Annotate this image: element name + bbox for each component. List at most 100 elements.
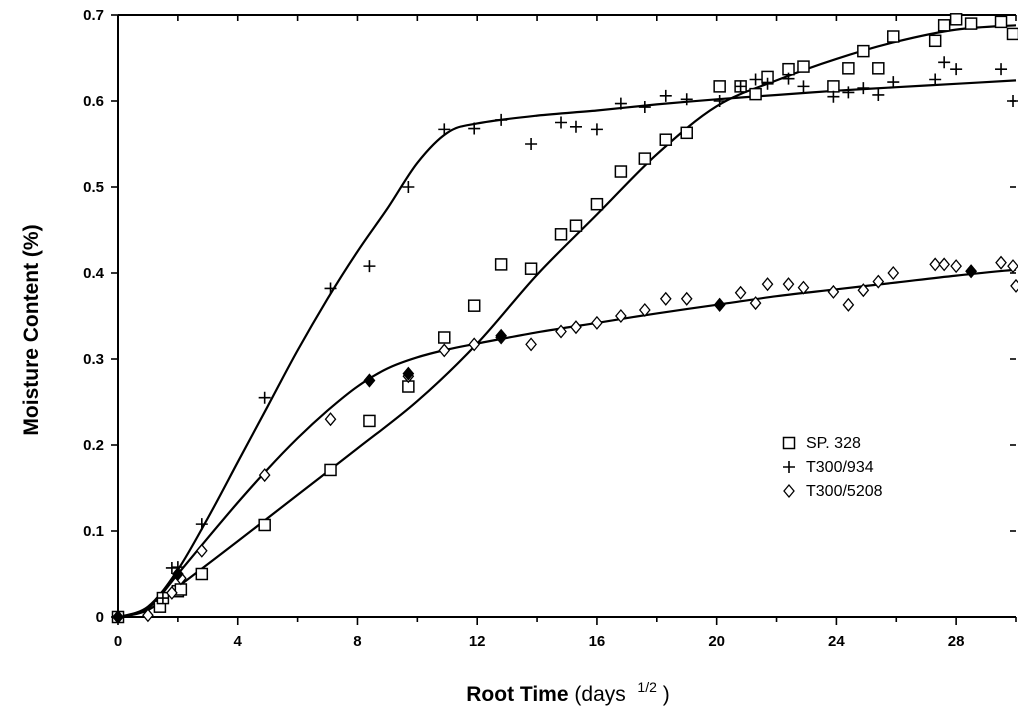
data-point-t300-934 [929, 73, 942, 86]
data-point-t300-934 [995, 63, 1008, 76]
data-point-sp-328 [195, 567, 209, 581]
data-point-sp-328 [797, 60, 810, 73]
data-point-t300-934 [938, 56, 951, 69]
data-point-t300-934 [797, 80, 810, 93]
data-point-t300-5208 [570, 320, 582, 335]
data-point-t300-934 [258, 391, 271, 404]
data-markers [111, 13, 1018, 625]
data-point-sp-328 [258, 518, 271, 532]
data-point-sp-328 [569, 219, 583, 232]
data-point-t300-5208-filled [713, 297, 726, 312]
data-point-t300-934 [156, 592, 169, 605]
x-tick-label: 4 [234, 633, 243, 650]
data-point-t300-934 [749, 73, 762, 86]
data-point-t300-5208-filled [363, 373, 376, 388]
data-point-t300-934 [659, 89, 672, 102]
data-point-sp-328 [363, 414, 376, 428]
fit-curves [117, 24, 1017, 619]
y-axis-title: Moisture Content (%) [20, 224, 43, 435]
plot-frame [117, 14, 1016, 618]
data-point-t300-5208 [438, 343, 451, 358]
data-point-t300-5208 [950, 259, 962, 274]
data-point-t300-5208 [938, 257, 951, 272]
legend-label-t300-5208: T300/5208 [806, 483, 883, 500]
data-point-t300-934 [614, 97, 627, 110]
data-point-t300-5208 [615, 308, 627, 324]
y-tick-label: 0.7 [83, 7, 104, 24]
data-point-t300-934 [761, 77, 774, 90]
data-point-t300-5208 [468, 337, 481, 352]
data-point-sp-328 [1006, 27, 1018, 41]
data-point-t300-5208 [555, 324, 567, 339]
data-point-t300-5208 [782, 277, 795, 292]
data-point-t300-5208 [1010, 278, 1018, 293]
data-point-t300-5208 [734, 285, 747, 300]
data-point-t300-5208-filled [965, 264, 977, 279]
fit-line-sp-328 [117, 24, 1017, 619]
data-point-sp-328 [949, 13, 963, 26]
data-point-sp-328 [928, 34, 942, 48]
data-point-sp-328 [494, 258, 508, 271]
data-point-t300-934 [525, 138, 538, 150]
x-axis-title-main: Root Time [466, 683, 568, 706]
data-point-sp-328 [842, 62, 855, 75]
data-point-t300-934 [195, 518, 208, 531]
x-tick-label: 16 [589, 633, 606, 650]
data-point-t300-934 [555, 116, 568, 129]
fit-line-t300-5208 [117, 268, 1017, 619]
data-point-t300-934 [165, 561, 178, 574]
data-point-t300-5208-filled [495, 328, 507, 343]
data-point-sp-328 [324, 463, 337, 477]
y-tick-label: 0.5 [83, 179, 104, 196]
legend-marker-sp-328 [782, 436, 796, 450]
data-point-t300-934 [782, 72, 795, 85]
x-axis-ticks: 0 4 8 12 16 20 24 28 [114, 15, 1017, 650]
data-point-t300-5208 [797, 280, 810, 295]
data-point-sp-328 [638, 152, 652, 165]
data-point-sp-328 [614, 165, 628, 178]
x-tick-label: 12 [469, 633, 486, 650]
data-point-t300-5208-filled [112, 609, 124, 625]
fit-line-t300-934 [117, 79, 1017, 619]
data-point-t300-5208 [857, 283, 870, 298]
data-point-t300-5208 [680, 291, 693, 306]
y-tick-label: 0.6 [83, 93, 104, 110]
data-point-t300-5208 [525, 337, 537, 352]
data-point-sp-328 [680, 126, 693, 140]
legend-label-sp-328: SP. 328 [806, 435, 861, 452]
x-tick-label: 24 [828, 633, 845, 650]
data-point-sp-328 [994, 15, 1008, 29]
legend-marker-t300-934 [783, 461, 795, 473]
data-point-t300-934 [638, 101, 651, 114]
data-point-t300-5208 [324, 412, 337, 427]
data-point-t300-934 [734, 80, 747, 93]
y-tick-label: 0.1 [83, 523, 104, 540]
data-point-t300-5208-filled [402, 366, 415, 381]
x-axis-title: Root Time (days 1/2 ) [466, 674, 669, 706]
x-tick-label: 8 [353, 633, 361, 650]
data-point-t300-934 [950, 63, 963, 76]
data-point-t300-5208 [761, 277, 774, 292]
data-point-sp-328 [713, 80, 726, 93]
data-point-sp-328 [857, 44, 870, 58]
legend-label-t300-934: T300/934 [806, 459, 874, 476]
x-tick-label: 20 [708, 633, 725, 650]
data-point-sp-328 [554, 228, 568, 241]
data-point-sp-328 [749, 87, 762, 101]
data-point-t300-5208 [872, 274, 885, 289]
data-point-t300-934 [402, 181, 415, 193]
data-point-t300-5208 [195, 543, 208, 558]
y-tick-label: 0.3 [83, 351, 104, 368]
data-point-sp-328 [590, 197, 604, 211]
y-axis-ticks: 0 0.1 0.2 0.3 0.4 0.5 0.6 0.7 [83, 7, 1016, 626]
data-point-sp-328 [887, 30, 900, 43]
data-point-t300-5208 [1007, 259, 1018, 274]
data-point-t300-5208 [142, 608, 154, 623]
data-point-sp-328 [937, 19, 951, 32]
data-point-sp-328 [467, 299, 481, 312]
data-point-t300-934 [468, 122, 481, 135]
data-point-t300-934 [857, 82, 870, 95]
data-point-t300-5208 [659, 291, 672, 306]
x-axis-title-unit-sup: 1/2 [637, 679, 657, 695]
